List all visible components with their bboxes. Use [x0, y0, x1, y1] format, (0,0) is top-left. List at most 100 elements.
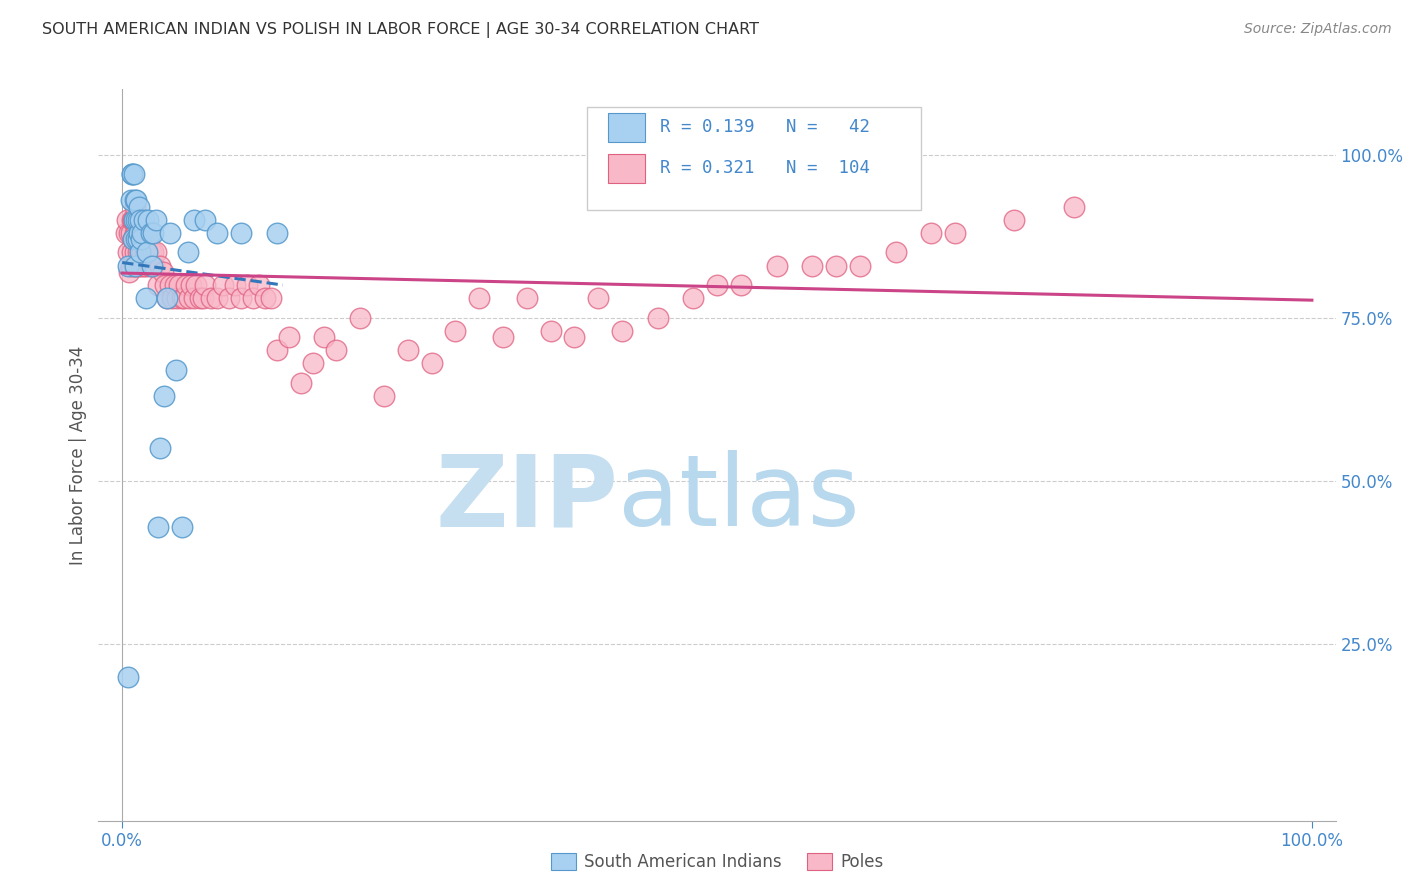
Point: [200, 291, 222, 305]
Point: [131, 245, 153, 260]
Point: [444, 324, 467, 338]
Point: [166, 291, 188, 305]
Point: [396, 343, 419, 358]
Point: [153, 278, 176, 293]
Point: [177, 291, 200, 305]
Point: [138, 212, 160, 227]
Point: [124, 193, 146, 207]
Point: [128, 226, 150, 240]
Point: [125, 259, 148, 273]
Point: [236, 278, 259, 293]
Text: ZIP: ZIP: [436, 450, 619, 548]
Point: [492, 330, 515, 344]
Point: [125, 232, 148, 246]
Point: [301, 357, 323, 371]
Point: [180, 278, 202, 293]
Point: [290, 376, 312, 390]
Point: [128, 259, 150, 273]
Point: [129, 212, 152, 227]
Point: [139, 245, 162, 260]
Text: SOUTH AMERICAN INDIAN VS POLISH IN LABOR FORCE | AGE 30-34 CORRELATION CHART: SOUTH AMERICAN INDIAN VS POLISH IN LABOR…: [42, 22, 759, 38]
Point: [647, 310, 669, 325]
Point: [247, 278, 270, 293]
Point: [118, 226, 141, 240]
Point: [139, 226, 162, 240]
Point: [131, 226, 153, 240]
Point: [129, 232, 152, 246]
Text: atlas: atlas: [619, 450, 859, 548]
Point: [129, 245, 152, 260]
Point: [183, 291, 205, 305]
Point: [943, 226, 966, 240]
Point: [132, 212, 155, 227]
Point: [152, 265, 174, 279]
Point: [191, 291, 214, 305]
Point: [121, 245, 143, 260]
Point: [121, 167, 143, 181]
Point: [146, 278, 169, 293]
Point: [127, 212, 149, 227]
Point: [349, 310, 371, 325]
Point: [610, 324, 633, 338]
Point: [176, 245, 198, 260]
Point: [135, 259, 157, 273]
Point: [142, 226, 165, 240]
Point: [159, 226, 181, 240]
Point: [131, 226, 153, 240]
Point: [540, 324, 562, 338]
Point: [516, 291, 538, 305]
Point: [207, 291, 229, 305]
Point: [129, 212, 152, 227]
Point: [136, 245, 159, 260]
Point: [122, 167, 145, 181]
Point: [1063, 200, 1085, 214]
Point: [156, 291, 179, 305]
Point: [730, 278, 752, 293]
Point: [562, 330, 585, 344]
Point: [468, 291, 491, 305]
Point: [170, 520, 193, 534]
Point: [124, 200, 146, 214]
Point: [124, 259, 146, 273]
Point: [128, 200, 150, 214]
Point: [153, 389, 176, 403]
Point: [129, 232, 152, 246]
Point: [184, 278, 207, 293]
Point: [142, 245, 165, 260]
Point: [114, 226, 136, 240]
Point: [373, 389, 395, 403]
Point: [207, 226, 229, 240]
Point: [121, 212, 143, 227]
Point: [117, 670, 139, 684]
Point: [173, 291, 195, 305]
Point: [125, 226, 148, 240]
Point: [120, 226, 142, 240]
Point: [127, 212, 149, 227]
Point: [141, 259, 163, 273]
Point: [920, 226, 942, 240]
Point: [165, 363, 187, 377]
Point: [801, 259, 824, 273]
Point: [128, 226, 150, 240]
Point: [825, 259, 848, 273]
Point: [169, 278, 191, 293]
Point: [117, 245, 139, 260]
Point: [1004, 212, 1026, 227]
Point: [706, 278, 728, 293]
Point: [277, 330, 299, 344]
Point: [682, 291, 704, 305]
Point: [124, 245, 146, 260]
Point: [163, 278, 186, 293]
Point: [266, 343, 288, 358]
Point: [125, 193, 148, 207]
Point: [765, 259, 787, 273]
Point: [132, 232, 155, 246]
Point: [127, 232, 149, 246]
Point: [121, 167, 143, 181]
Point: [138, 232, 160, 246]
Point: [129, 259, 152, 273]
Point: [145, 245, 167, 260]
Point: [138, 259, 160, 273]
Point: [136, 245, 159, 260]
Point: [194, 278, 217, 293]
